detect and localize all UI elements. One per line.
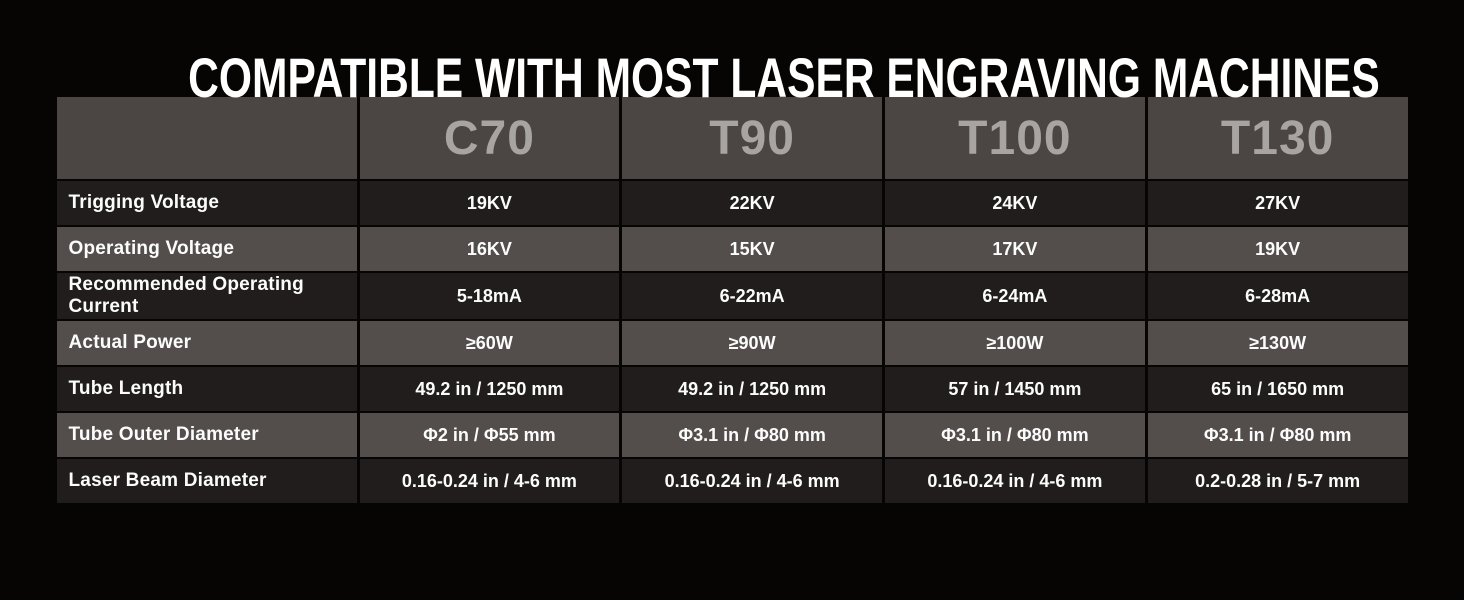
- row-value: Φ3.1 in / Φ80 mm: [1147, 413, 1408, 457]
- table-row: Tube Outer Diameter Φ2 in / Φ55 mm Φ3.1 …: [56, 413, 1408, 457]
- table-row: Tube Length 49.2 in / 1250 mm 49.2 in / …: [56, 367, 1408, 411]
- row-value: 6-28mA: [1147, 273, 1408, 319]
- table-row: Laser Beam Diameter 0.16-0.24 in / 4-6 m…: [56, 459, 1408, 503]
- row-value: 6-24mA: [885, 273, 1145, 319]
- row-label: Tube Length: [56, 367, 357, 411]
- row-value: ≥60W: [359, 321, 620, 365]
- row-value: 5-18mA: [359, 273, 620, 319]
- table-row: Operating Voltage 16KV 15KV 17KV 19KV: [56, 227, 1408, 271]
- row-value: ≥100W: [885, 321, 1145, 365]
- row-value: 16KV: [359, 227, 620, 271]
- row-value: 0.16-0.24 in / 4-6 mm: [622, 459, 882, 503]
- row-value: ≥90W: [622, 321, 882, 365]
- row-value: Φ3.1 in / Φ80 mm: [885, 413, 1145, 457]
- row-value: 49.2 in / 1250 mm: [622, 367, 882, 411]
- table-row: Recommended Operating Current 5-18mA 6-2…: [56, 273, 1408, 319]
- row-value: 19KV: [359, 181, 620, 225]
- page-title-text: COMPATIBLE WITH MOST LASER ENGRAVING MAC…: [188, 46, 1380, 109]
- row-label: Recommended Operating Current: [56, 273, 357, 319]
- row-value: 15KV: [622, 227, 882, 271]
- column-header-t90: T90: [622, 97, 882, 179]
- row-value: 27KV: [1147, 181, 1408, 225]
- row-value: 0.16-0.24 in / 4-6 mm: [359, 459, 620, 503]
- column-header-t130: T130: [1147, 97, 1408, 179]
- row-value: 22KV: [622, 181, 882, 225]
- row-label: Operating Voltage: [56, 227, 357, 271]
- row-value: ≥130W: [1147, 321, 1408, 365]
- table-row: Trigging Voltage 19KV 22KV 24KV 27KV: [56, 181, 1408, 225]
- header-label-cell: [56, 97, 357, 179]
- row-value: 49.2 in / 1250 mm: [359, 367, 620, 411]
- spec-table-header: C70 T90 T100 T130: [56, 97, 1408, 179]
- table-row: Actual Power ≥60W ≥90W ≥100W ≥130W: [56, 321, 1408, 365]
- column-header-c70: C70: [359, 97, 620, 179]
- spec-table: C70 T90 T100 T130 Trigging Voltage 19KV 22K…: [53, 95, 1411, 505]
- row-value: 0.16-0.24 in / 4-6 mm: [885, 459, 1145, 503]
- row-label: Trigging Voltage: [56, 181, 357, 225]
- row-value: Φ2 in / Φ55 mm: [359, 413, 620, 457]
- row-label: Tube Outer Diameter: [56, 413, 357, 457]
- row-value: 0.2-0.28 in / 5-7 mm: [1147, 459, 1408, 503]
- row-label: Laser Beam Diameter: [56, 459, 357, 503]
- spec-table-body: Trigging Voltage 19KV 22KV 24KV 27KV Ope…: [56, 181, 1408, 503]
- column-header-t100: T100: [885, 97, 1145, 179]
- page-title: COMPATIBLE WITH MOST LASER ENGRAVING MAC…: [0, 0, 1464, 106]
- row-label: Actual Power: [56, 321, 357, 365]
- row-value: 65 in / 1650 mm: [1147, 367, 1408, 411]
- row-value: 57 in / 1450 mm: [885, 367, 1145, 411]
- row-value: 19KV: [1147, 227, 1408, 271]
- row-value: 24KV: [885, 181, 1145, 225]
- row-value: 17KV: [885, 227, 1145, 271]
- row-value: Φ3.1 in / Φ80 mm: [622, 413, 882, 457]
- header-row: C70 T90 T100 T130: [56, 97, 1408, 179]
- row-value: 6-22mA: [622, 273, 882, 319]
